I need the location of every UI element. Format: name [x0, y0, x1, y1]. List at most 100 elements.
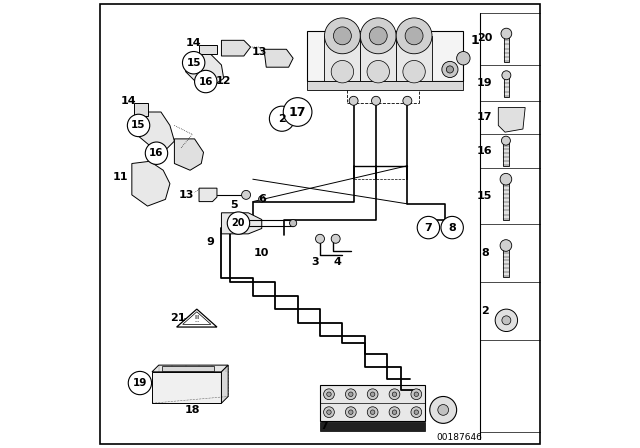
Circle shape	[332, 234, 340, 243]
Circle shape	[411, 389, 422, 400]
Circle shape	[500, 240, 512, 251]
Text: 15: 15	[186, 58, 201, 68]
Circle shape	[501, 28, 512, 39]
Text: 12: 12	[216, 76, 232, 86]
Circle shape	[367, 60, 390, 83]
Text: 16: 16	[149, 148, 164, 158]
Circle shape	[500, 173, 512, 185]
Circle shape	[227, 212, 250, 234]
Circle shape	[442, 61, 458, 78]
Circle shape	[389, 407, 400, 418]
Text: 20: 20	[232, 218, 245, 228]
Text: 2: 2	[481, 306, 489, 316]
Circle shape	[389, 389, 400, 400]
Circle shape	[259, 196, 265, 202]
Bar	[503, 248, 509, 277]
Bar	[504, 77, 509, 97]
Circle shape	[195, 70, 217, 93]
Text: 5: 5	[230, 200, 237, 210]
Circle shape	[392, 392, 397, 396]
Text: 15: 15	[477, 191, 493, 201]
Text: 8: 8	[448, 223, 456, 233]
Circle shape	[327, 410, 332, 414]
Text: 7: 7	[424, 223, 432, 233]
Text: 21: 21	[170, 313, 186, 323]
Circle shape	[349, 392, 353, 396]
Text: 19: 19	[477, 78, 493, 88]
Circle shape	[392, 410, 397, 414]
Circle shape	[346, 389, 356, 400]
Circle shape	[284, 98, 312, 126]
Text: 2: 2	[278, 114, 286, 124]
Circle shape	[411, 407, 422, 418]
Circle shape	[405, 27, 423, 45]
Text: 16: 16	[477, 146, 493, 156]
Text: 4: 4	[334, 257, 342, 267]
Text: 17: 17	[289, 105, 307, 119]
Circle shape	[446, 66, 454, 73]
Circle shape	[438, 405, 449, 415]
Polygon shape	[264, 49, 293, 67]
Circle shape	[414, 392, 419, 396]
Circle shape	[128, 371, 152, 395]
Polygon shape	[134, 112, 174, 150]
Circle shape	[403, 60, 425, 83]
Polygon shape	[320, 422, 425, 431]
Circle shape	[417, 216, 440, 239]
Text: 11: 11	[113, 172, 129, 182]
Circle shape	[332, 60, 354, 83]
Polygon shape	[177, 309, 217, 327]
Circle shape	[502, 136, 511, 145]
Circle shape	[502, 316, 511, 325]
Circle shape	[269, 106, 294, 131]
Circle shape	[456, 52, 470, 65]
Text: 8: 8	[481, 248, 489, 258]
Polygon shape	[134, 103, 148, 116]
Circle shape	[324, 407, 334, 418]
Text: 9: 9	[206, 237, 214, 247]
Circle shape	[145, 142, 168, 164]
Bar	[163, 366, 214, 371]
Circle shape	[430, 396, 457, 423]
Text: 10: 10	[254, 248, 269, 258]
Circle shape	[360, 18, 396, 54]
Polygon shape	[221, 213, 262, 234]
Bar	[503, 181, 509, 220]
Text: 18: 18	[184, 405, 200, 415]
Polygon shape	[360, 36, 396, 81]
Text: 19: 19	[132, 378, 147, 388]
Polygon shape	[199, 45, 217, 54]
Circle shape	[371, 410, 375, 414]
Text: 15: 15	[131, 121, 146, 130]
Circle shape	[289, 220, 297, 227]
Text: 14: 14	[121, 96, 136, 106]
Polygon shape	[132, 161, 170, 206]
Text: ‼: ‼	[195, 315, 199, 324]
Circle shape	[316, 234, 324, 243]
Polygon shape	[320, 385, 425, 421]
Circle shape	[371, 392, 375, 396]
Polygon shape	[199, 188, 217, 202]
Polygon shape	[396, 36, 432, 81]
Circle shape	[414, 410, 419, 414]
Circle shape	[182, 52, 205, 74]
Polygon shape	[221, 40, 251, 56]
Polygon shape	[186, 54, 224, 86]
Bar	[504, 37, 509, 62]
Polygon shape	[307, 81, 463, 90]
Circle shape	[396, 18, 432, 54]
Polygon shape	[221, 365, 228, 403]
Polygon shape	[152, 365, 228, 372]
Text: 17: 17	[477, 112, 493, 122]
Circle shape	[367, 407, 378, 418]
Circle shape	[367, 389, 378, 400]
Circle shape	[349, 96, 358, 105]
Text: 20: 20	[477, 33, 493, 43]
Circle shape	[242, 190, 251, 199]
Circle shape	[346, 407, 356, 418]
Circle shape	[441, 216, 463, 239]
Text: 14: 14	[186, 38, 202, 47]
Circle shape	[369, 27, 387, 45]
Polygon shape	[307, 31, 463, 81]
Circle shape	[324, 389, 334, 400]
